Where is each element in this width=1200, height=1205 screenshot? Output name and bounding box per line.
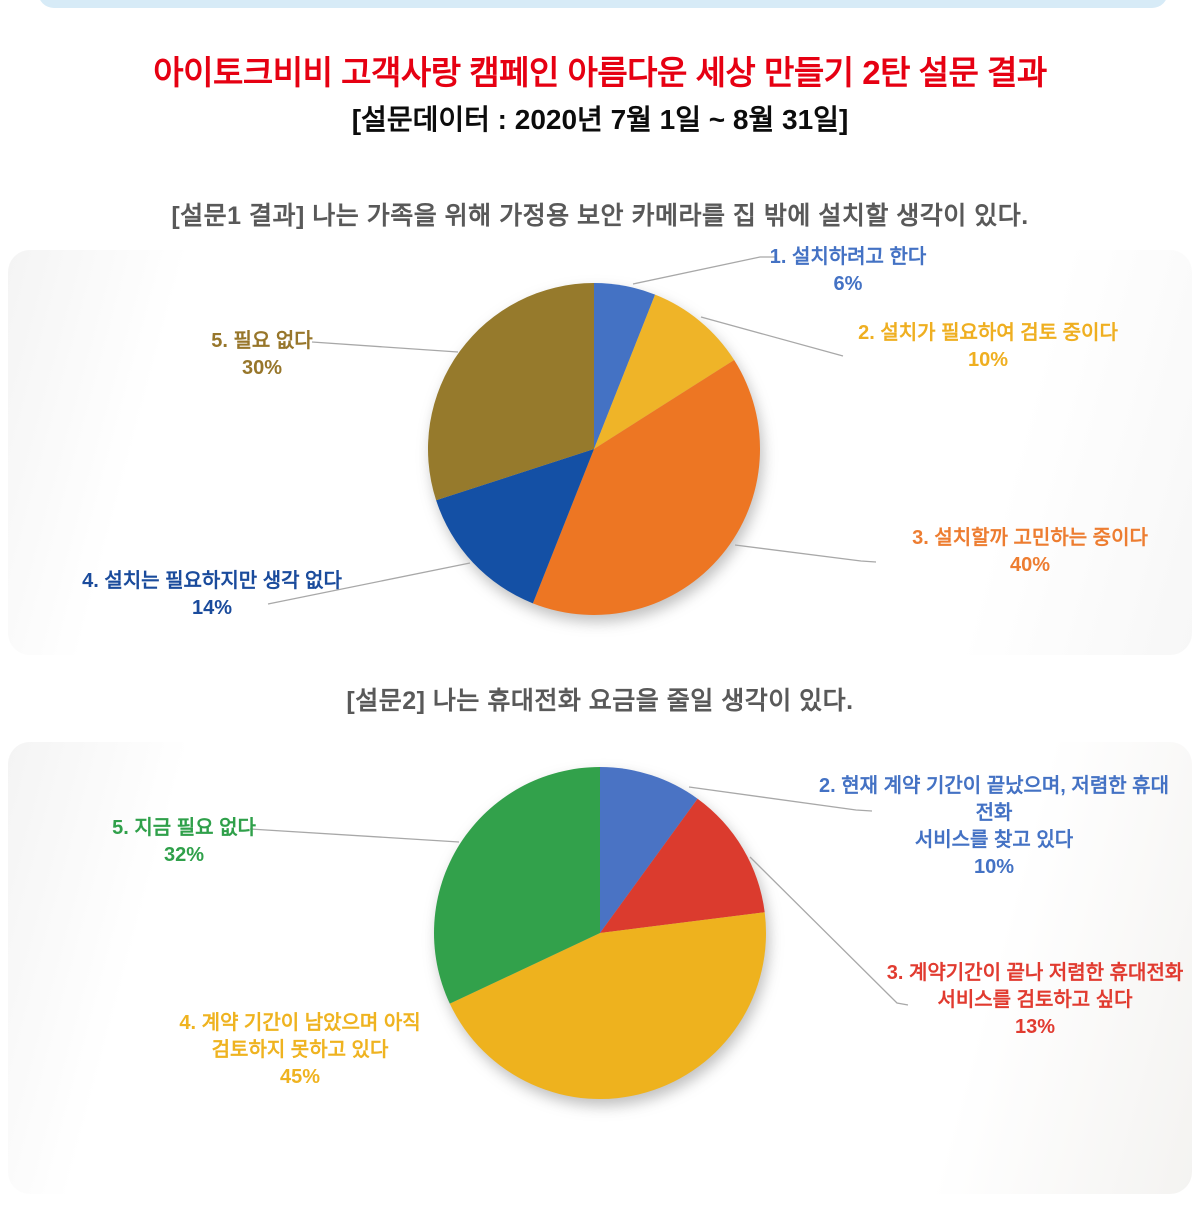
leader-line (700, 316, 844, 357)
leader-lines-survey2 (249, 786, 909, 1006)
pie-chart-survey2 (434, 766, 766, 1099)
pie-slice (600, 767, 698, 933)
pie2-label-option5: 5. 지금 필요 없다 32% (34, 815, 334, 869)
slice-pct: 30% (241, 357, 283, 379)
slice-label: 4. 설치는 필요하지만 생각 없다 (82, 570, 342, 592)
page-subtitle: [설문데이터 : 2020년 7월 1일 ~ 8월 31일] (351, 104, 849, 135)
top-accent-bar (38, 0, 1168, 8)
chart1-title: [설문1 결과] 나는 가족을 위해 가정용 보안 카메라를 집 밖에 설치할 … (171, 202, 1029, 230)
slice-label: 3. 설치할까 고민하는 중이다 (912, 527, 1148, 549)
slice-pct: 13% (1014, 1016, 1056, 1038)
pie-slice (427, 283, 594, 501)
pie-slice (594, 294, 735, 449)
page-title: 아이토크비비 고객사랑 캠페인 아름다운 세상 만들기 2탄 설문 결과 (153, 54, 1047, 91)
slice-label: 검토하지 못하고 있다 (211, 1039, 389, 1061)
slice-label: 5. 필요 없다 (211, 330, 313, 352)
leader-line (734, 544, 877, 563)
leader-line (632, 256, 776, 285)
pie-slice (594, 283, 656, 449)
slice-pct: 14% (191, 597, 233, 619)
chart2-title: [설문2] 나는 휴대전화 요금을 줄일 생각이 있다. (346, 687, 854, 715)
slice-pct: 6% (833, 273, 863, 295)
slice-pct: 10% (973, 856, 1015, 878)
pie1-label-option2: 2. 설치가 필요하여 검토 중이다 10% (828, 320, 1148, 374)
leader-line (688, 786, 873, 812)
pie2-label-option4: 4. 계약 기간이 남았으며 아직 검토하지 못하고 있다 45% (150, 1010, 450, 1091)
slice-label: 2. 현재 계약 기간이 끝났으며, 저렴한 휴대전화 (819, 775, 1169, 824)
slice-label: 서비스를 찾고 있다 (914, 829, 1074, 851)
slice-label: 3. 계약기간이 끝나 저렴한 휴대전화 (886, 962, 1184, 984)
pie-slice (600, 798, 765, 933)
slice-label: 1. 설치하려고 한다 (769, 246, 927, 268)
pie-slice (532, 360, 761, 615)
leader-line (749, 856, 909, 1006)
pie-slice (436, 449, 594, 604)
leader-line (267, 562, 471, 605)
slice-label: 5. 지금 필요 없다 (112, 817, 256, 839)
leader-line (311, 341, 459, 353)
slice-pct: 45% (279, 1066, 321, 1088)
slice-pct: 40% (1009, 554, 1051, 576)
slice-label: 서비스를 검토하고 싶다 (937, 989, 1133, 1011)
leader-lines-survey1 (267, 256, 877, 605)
pie2-label-option2: 2. 현재 계약 기간이 끝났으며, 저렴한 휴대전화 서비스를 찾고 있다 1… (814, 773, 1174, 881)
slice-label: 4. 계약 기간이 남았으며 아직 (179, 1012, 421, 1034)
pie-slice (434, 766, 600, 1004)
pie-chart-survey1 (427, 283, 761, 615)
pie1-label-option4: 4. 설치는 필요하지만 생각 없다 14% (62, 568, 362, 622)
pie1-label-option5: 5. 필요 없다 30% (112, 328, 412, 382)
pie-slice (449, 912, 766, 1099)
pie1-label-option1: 1. 설치하려고 한다 6% (698, 244, 998, 298)
slice-pct: 10% (967, 349, 1009, 371)
slice-label: 2. 설치가 필요하여 검토 중이다 (858, 322, 1118, 344)
pie1-label-option3: 3. 설치할까 고민하는 중이다 40% (880, 525, 1180, 579)
pie2-label-option3: 3. 계약기간이 끝나 저렴한 휴대전화 서비스를 검토하고 싶다 13% (885, 960, 1185, 1041)
leader-line (249, 828, 460, 843)
slice-pct: 32% (163, 844, 205, 866)
